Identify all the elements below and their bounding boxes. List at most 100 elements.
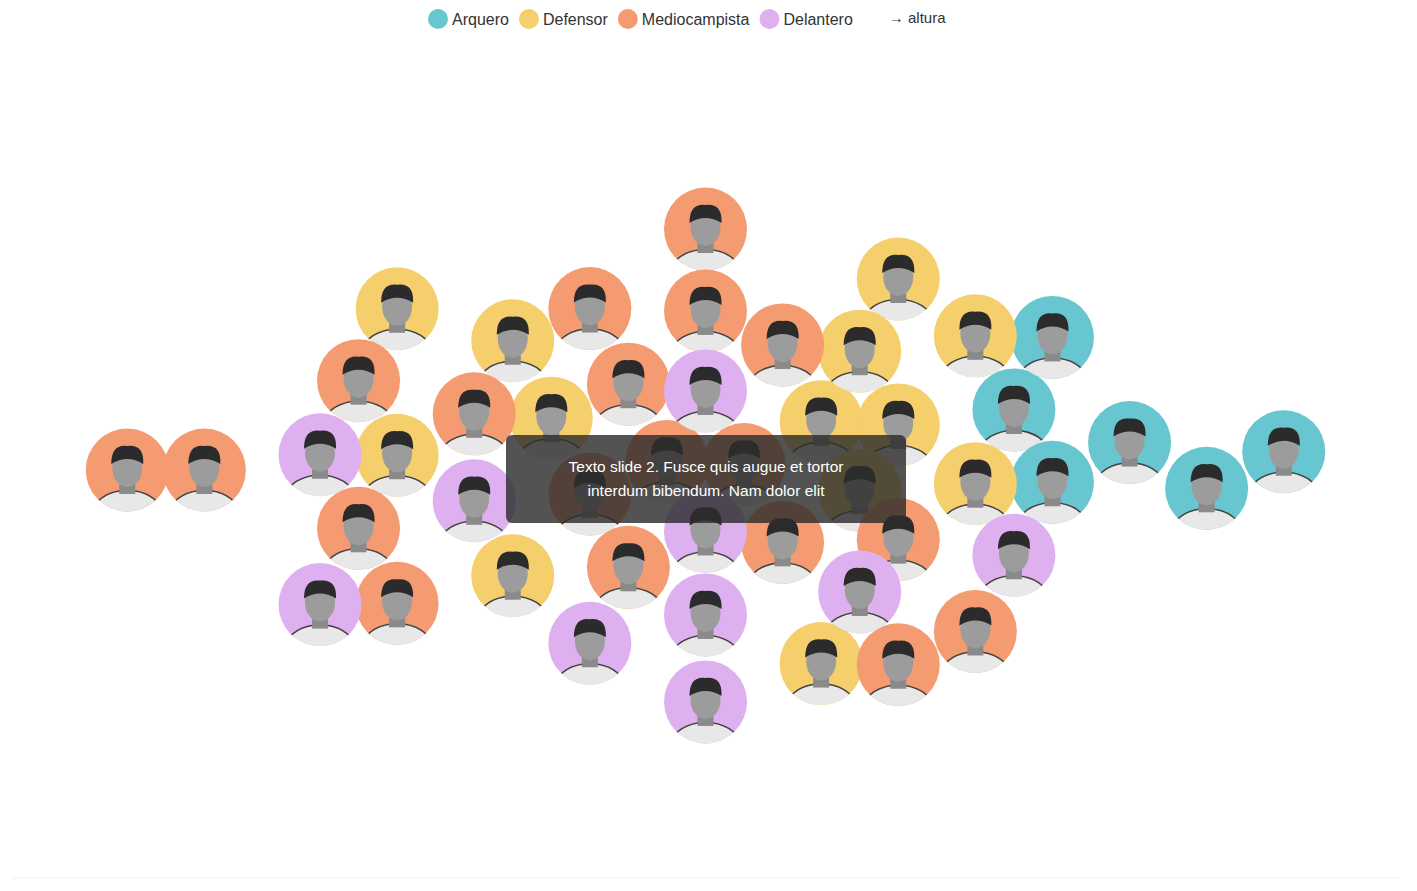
player [664,188,747,273]
hair [1268,428,1300,446]
photo [670,205,742,273]
player [279,563,362,648]
photo [438,390,510,458]
player [818,310,901,395]
hair [805,397,837,415]
player [664,349,747,434]
photo [477,552,549,620]
photo [323,504,395,572]
legend-swatch [618,9,638,29]
hair [690,591,722,609]
player [356,267,439,352]
photo [284,580,356,648]
hair [690,367,722,385]
player [934,590,1017,675]
hair [188,446,220,464]
player [587,343,670,428]
photo [670,591,742,659]
hair [381,579,413,597]
hair [458,477,490,495]
hair [304,431,336,449]
hair [1114,418,1146,436]
marks [86,188,1326,746]
hair [998,531,1030,549]
photo [1016,313,1088,381]
player [433,459,516,544]
photo [554,619,626,687]
player [857,623,940,708]
photo [554,284,626,352]
annotation: Texto slide 2. Fusce quis augue et torto… [506,435,906,523]
player [471,299,554,384]
hair [304,580,336,598]
player [317,487,400,572]
player [1011,296,1094,381]
legend: ArqueroDefensorMediocampistaDelantero→ a… [428,9,946,29]
player [1165,447,1248,532]
photo [438,477,510,545]
player [1088,401,1171,486]
photo [670,287,742,355]
hair [343,504,375,522]
photo [785,639,857,707]
photo [939,607,1011,675]
hair [381,431,413,449]
photo [1094,418,1166,486]
photo [824,568,896,636]
hair [535,394,567,412]
legend-label: Delantero [783,11,852,28]
hair [882,641,914,659]
photo [592,543,664,611]
player [548,267,631,352]
player [86,429,169,514]
hair [959,607,991,625]
photo [91,446,163,514]
photo [862,641,934,709]
legend-label: Defensor [543,11,609,28]
photo [361,431,433,499]
hair [767,321,799,339]
photo [284,431,356,499]
hair [381,285,413,303]
hair [458,390,490,408]
photo [670,367,742,435]
hair [111,446,143,464]
photo [323,356,395,424]
player [471,534,554,619]
legend-swatch [759,9,779,29]
hair [690,287,722,305]
photo [477,317,549,385]
hair [882,401,914,419]
player [1242,410,1325,495]
hair [612,360,644,378]
legend-swatch [519,9,539,29]
hair [844,568,876,586]
photo [824,327,896,395]
legend-swatch [428,9,448,29]
hair [574,619,606,637]
legend-label: Mediocampista [642,11,750,28]
photo [670,678,742,746]
player [664,660,747,745]
hair [805,639,837,657]
hair [343,356,375,374]
hair [690,678,722,696]
player [1011,441,1094,526]
player [664,573,747,658]
hair [882,255,914,273]
hair [1191,464,1223,482]
player [934,442,1017,527]
player [548,602,631,687]
hair [1036,313,1068,331]
player [664,269,747,354]
player [356,414,439,499]
player [317,339,400,424]
photo [1171,464,1243,532]
photo [361,579,433,647]
player [934,294,1017,379]
hair [844,327,876,345]
player [163,429,246,514]
player [587,526,670,611]
player [972,514,1055,599]
photo [747,518,819,586]
